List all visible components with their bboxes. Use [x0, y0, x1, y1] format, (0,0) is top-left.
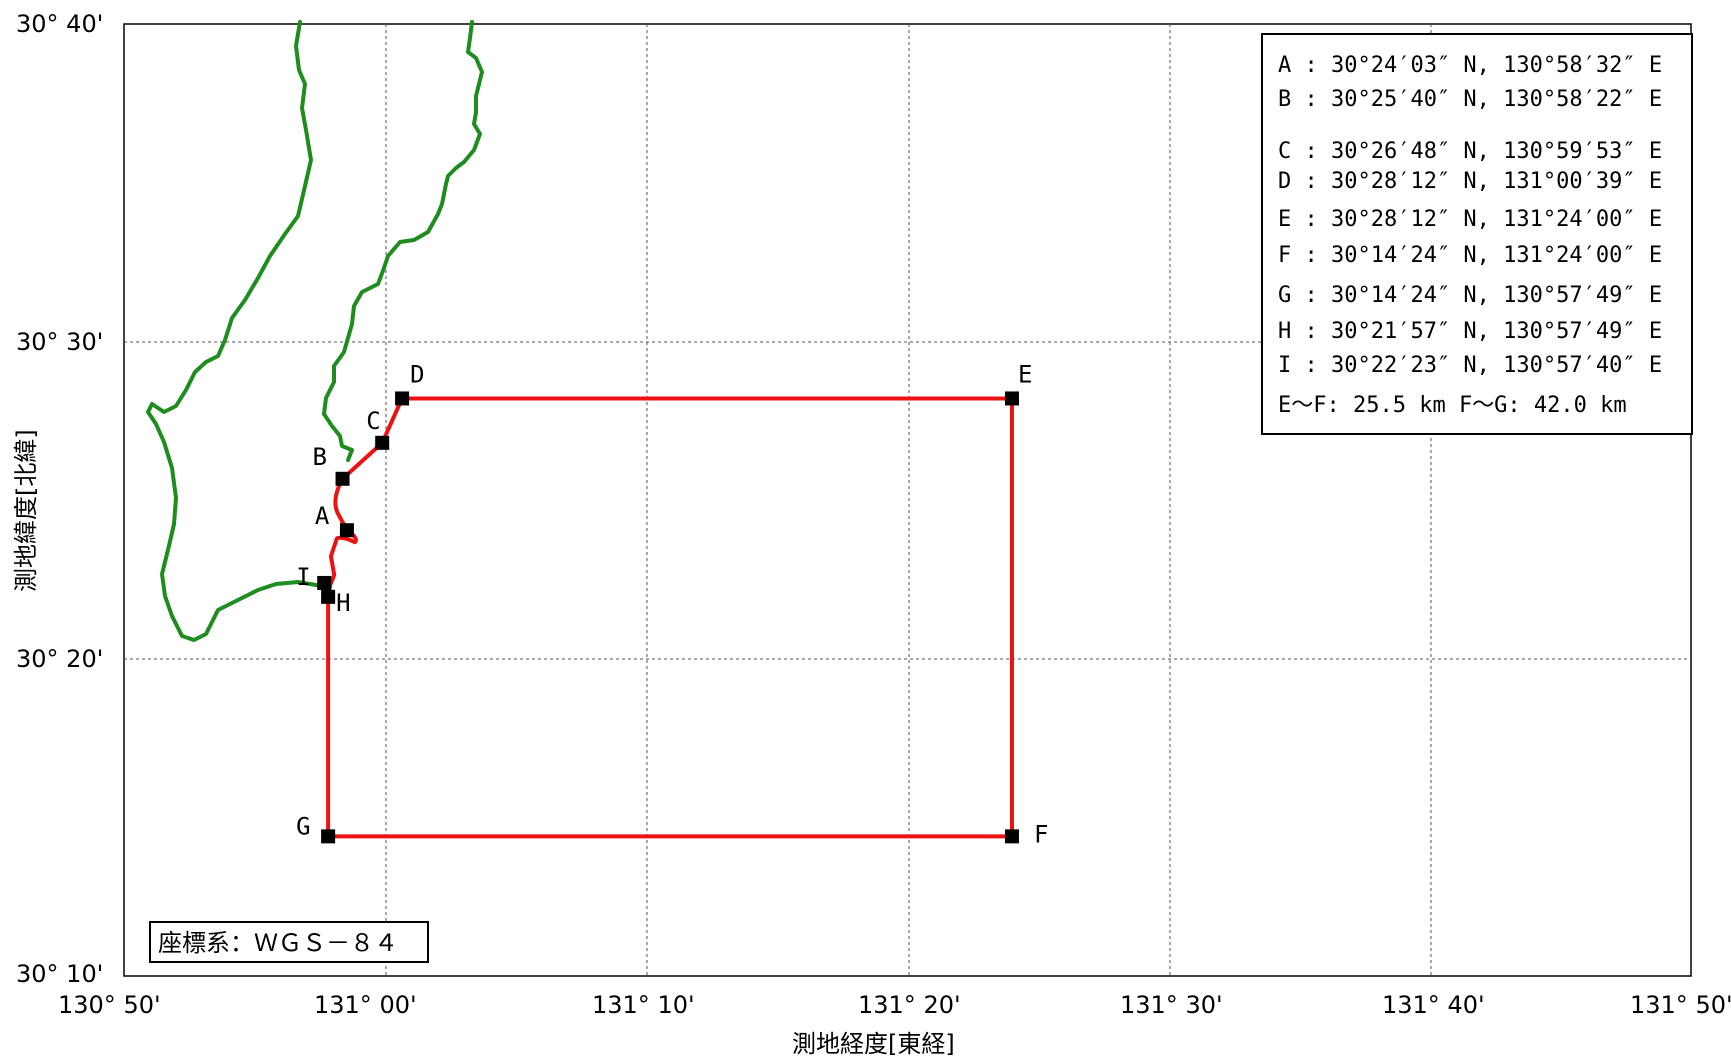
- legend-box: [1261, 33, 1693, 435]
- coastline-west: [146, 20, 324, 642]
- point-label-c: C: [366, 407, 380, 435]
- point-marker-c: [375, 435, 390, 450]
- point-marker-f: [1004, 829, 1019, 844]
- y-tick-label: 30° 40': [16, 10, 103, 38]
- point-marker-e: [1004, 391, 1019, 406]
- legend-distances: E～F: 25.5 km F～G: 42.0 km: [1278, 393, 1627, 418]
- point-label-a: A: [315, 502, 330, 530]
- x-axis-title: 測地経度[東経]: [792, 1030, 955, 1058]
- point-label-e: E: [1018, 360, 1032, 388]
- y-tick-label: 30° 30': [16, 328, 103, 356]
- point-label-d: D: [410, 360, 424, 388]
- point-marker-b: [335, 471, 350, 486]
- crs-box: [149, 921, 429, 963]
- x-tick-label: 131° 00': [314, 991, 417, 1019]
- x-tick-label: 131° 40': [1382, 991, 1485, 1019]
- legend-row: F : 30°14′24″ N, 131°24′00″ E: [1278, 243, 1662, 268]
- point-marker-i: [317, 575, 332, 590]
- point-label-g: G: [296, 812, 310, 840]
- crs-label-box: 座標系：ＷＧＳ－８４: [149, 921, 429, 963]
- x-tick-label: 131° 10': [592, 991, 695, 1019]
- coastline: [146, 20, 484, 642]
- x-tick-label: 130° 50': [58, 991, 161, 1019]
- point-label-h: H: [336, 589, 350, 617]
- y-ticks: 30° 40' 30° 30' 30° 20' 30° 10': [16, 10, 103, 988]
- legend-row: A : 30°24′03″ N, 130°58′32″ E: [1278, 53, 1662, 78]
- x-ticks: 130° 50' 131° 00' 131° 10' 131° 20' 131°…: [58, 991, 1731, 1019]
- crs-label: 座標系：ＷＧＳ－８４: [158, 929, 398, 957]
- x-tick-label: 131° 20': [858, 991, 961, 1019]
- legend-row: D : 30°28′12″ N, 131°00′39″ E: [1278, 169, 1662, 194]
- point-label-i: I: [296, 563, 310, 591]
- y-tick-label: 30° 20': [16, 645, 103, 673]
- point-marker-h: [321, 589, 336, 604]
- legend-row: G : 30°14′24″ N, 130°57′49″ E: [1278, 283, 1662, 308]
- y-tick-label: 30° 10': [16, 960, 103, 988]
- x-tick-label: 131° 50': [1630, 991, 1731, 1019]
- point-marker-a: [339, 523, 354, 538]
- x-tick-label: 131° 30': [1120, 991, 1223, 1019]
- point-markers: A B C D E F G HI: [296, 360, 1048, 848]
- point-label-b: B: [313, 443, 327, 471]
- point-label-f: F: [1034, 820, 1048, 848]
- point-marker-d: [395, 391, 410, 406]
- legend-row: E : 30°28′12″ N, 131°24′00″ E: [1278, 207, 1662, 232]
- coordinate-legend: A : 30°24′03″ N, 130°58′32″ E B : 30°25′…: [1261, 33, 1693, 435]
- coastline-east: [322, 20, 484, 462]
- legend-row: I : 30°22′23″ N, 130°57′40″ E: [1278, 353, 1662, 378]
- legend-row: C : 30°26′48″ N, 130°59′53″ E: [1278, 139, 1662, 164]
- point-marker-g: [321, 829, 336, 844]
- legend-row: H : 30°21′57″ N, 130°57′49″ E: [1278, 319, 1662, 344]
- legend-row: B : 30°25′40″ N, 130°58′22″ E: [1278, 87, 1662, 112]
- y-axis-title: 測地緯度[北緯]: [12, 429, 40, 592]
